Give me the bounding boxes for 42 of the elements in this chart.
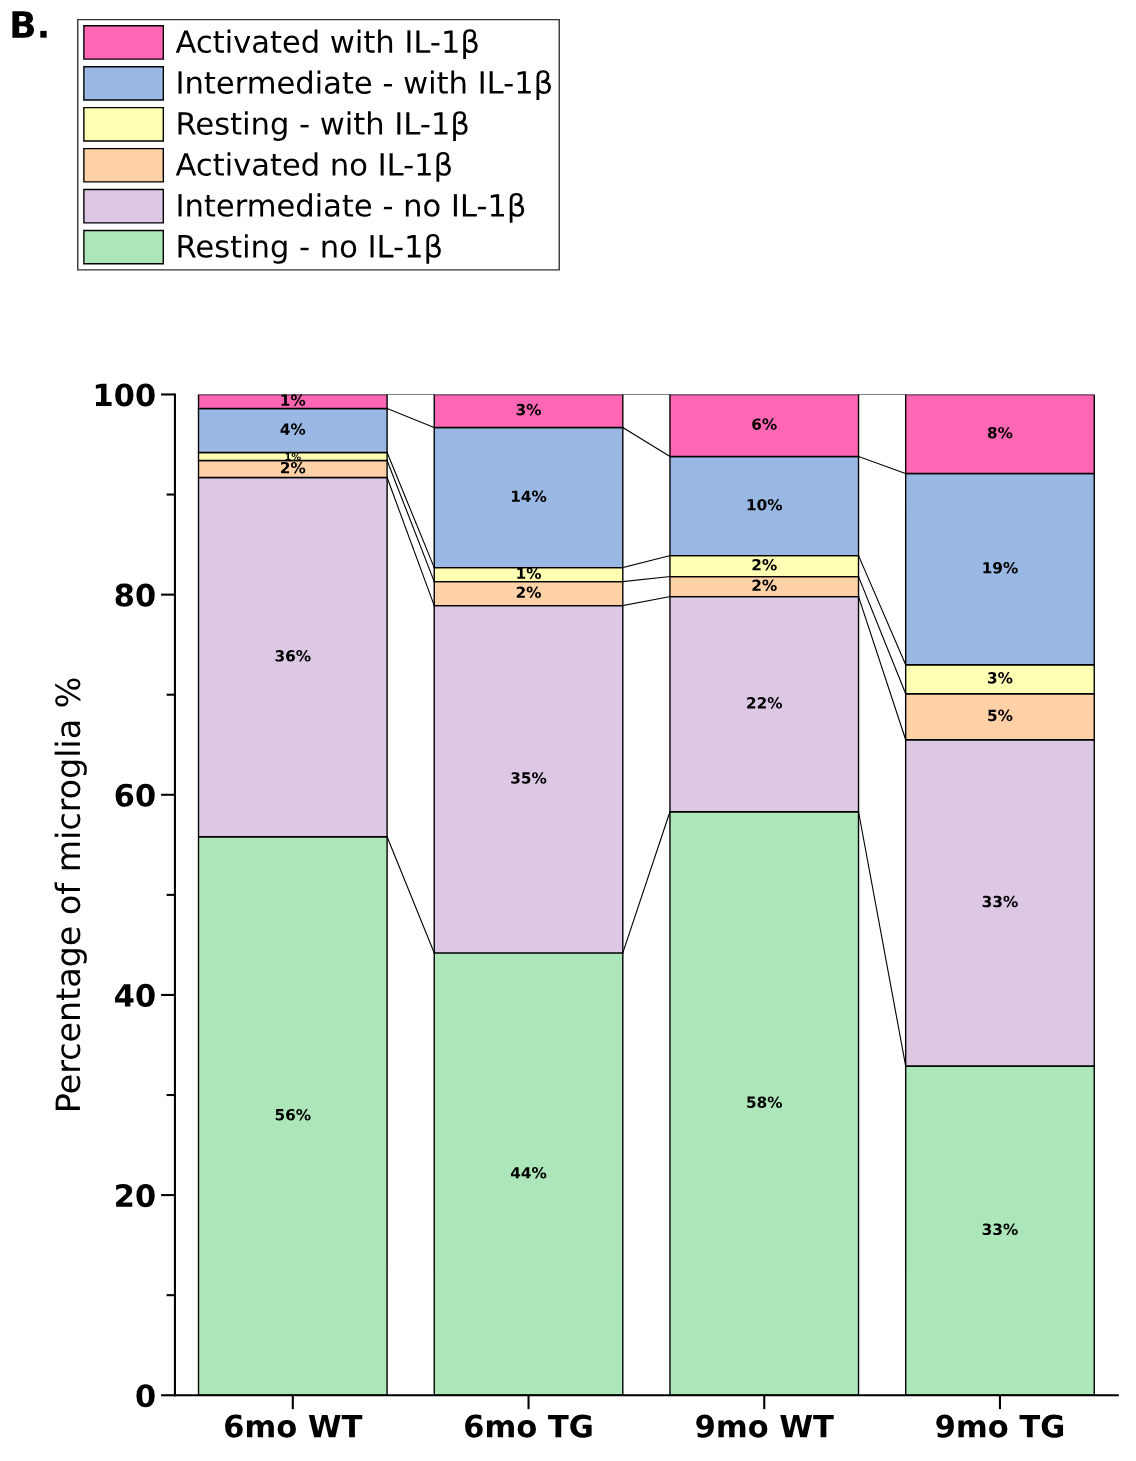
data-label: 1%: [517, 567, 542, 580]
data-label: 2%: [752, 558, 777, 571]
y-tick-label: 40: [115, 983, 155, 1007]
legend-label: Intermediate - no IL-1β: [178, 193, 525, 223]
data-label: 2%: [281, 461, 306, 474]
data-label: 10%: [747, 498, 783, 511]
data-label: 33%: [982, 895, 1018, 908]
data-label: 1%: [281, 394, 306, 406]
data-label: 22%: [747, 697, 783, 709]
x-tick-label: 9mo WT: [696, 1414, 834, 1438]
data-label: 56%: [275, 1108, 311, 1121]
data-label: 3%: [988, 672, 1013, 684]
legend-label: Resting - with IL-1β: [178, 111, 468, 141]
data-label: 2%: [516, 586, 542, 599]
y-tick-label: 80: [115, 583, 155, 607]
text: B.: [12, 11, 47, 38]
data-label: 19%: [983, 561, 1018, 574]
data-label: 4%: [280, 423, 306, 435]
data-label: 8%: [987, 426, 1013, 439]
data-label: 14%: [511, 490, 547, 502]
y-axis-title: Percentage of microglia %: [54, 678, 87, 1110]
data-label: 1%: [285, 453, 301, 461]
data-label: 2%: [752, 579, 777, 592]
data-label: 5%: [988, 709, 1013, 722]
data-label: 6%: [752, 418, 777, 430]
data-label: 36%: [275, 650, 311, 662]
legend-label: Intermediate - with IL-1β: [178, 70, 551, 100]
x-tick-label: 6mo TG: [465, 1414, 592, 1438]
legend-label: Activated with IL-1β: [175, 29, 478, 60]
x-tick-label: 9mo TG: [936, 1414, 1064, 1438]
legend-label: Resting - no IL-1β: [178, 233, 441, 264]
data-label: 3%: [516, 403, 542, 416]
y-tick-label: 100: [95, 383, 155, 407]
y-tick-label: 0: [136, 1384, 155, 1408]
x-tick-label: 6mo WT: [225, 1414, 363, 1438]
y-tick-label: 60: [115, 783, 155, 807]
data-label: 58%: [747, 1096, 783, 1108]
legend-label: Activated no IL-1β: [175, 152, 451, 182]
y-tick-label: 20: [116, 1184, 155, 1208]
data-label: 33%: [982, 1223, 1018, 1236]
data-label: 35%: [511, 772, 547, 784]
data-label: 44%: [510, 1166, 547, 1179]
